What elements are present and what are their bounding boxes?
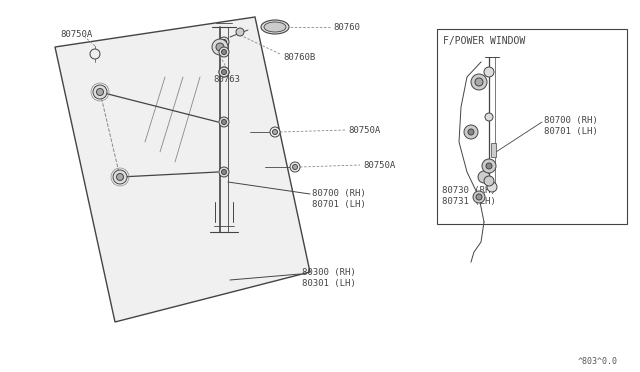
Circle shape [486,163,492,169]
Ellipse shape [264,22,286,32]
Ellipse shape [261,20,289,34]
Text: 80730 (RH)
80731 (LH): 80730 (RH) 80731 (LH) [442,186,496,206]
Text: 80763: 80763 [213,74,240,83]
Text: 80760: 80760 [333,22,360,32]
Circle shape [292,164,298,170]
Circle shape [219,47,229,57]
Circle shape [116,173,124,180]
Circle shape [473,191,485,203]
Circle shape [219,67,229,77]
Circle shape [476,194,482,200]
Circle shape [221,170,227,174]
Circle shape [482,159,496,173]
Text: 80750A: 80750A [60,29,92,38]
Circle shape [478,171,490,183]
Circle shape [221,49,227,55]
Text: 80750A: 80750A [348,125,380,135]
Circle shape [113,170,127,184]
Circle shape [221,119,227,125]
Circle shape [221,70,227,74]
Circle shape [487,182,497,192]
Text: 80300 (RH)
80301 (LH): 80300 (RH) 80301 (LH) [302,268,356,288]
Circle shape [464,125,478,139]
Text: F/POWER WINDOW: F/POWER WINDOW [443,36,525,46]
Circle shape [290,162,300,172]
Bar [491,143,496,157]
Text: ^803^0.0: ^803^0.0 [578,357,618,366]
Polygon shape [55,17,310,322]
Circle shape [468,129,474,135]
Circle shape [221,39,227,45]
Circle shape [484,176,494,186]
Circle shape [219,37,229,47]
Circle shape [273,129,278,135]
Circle shape [219,167,229,177]
Circle shape [97,89,104,96]
Circle shape [475,78,483,86]
Circle shape [93,85,107,99]
Circle shape [90,49,100,59]
Circle shape [219,117,229,127]
Text: 80760B: 80760B [283,52,316,61]
Circle shape [236,28,244,36]
Circle shape [219,67,229,77]
Text: 80750A: 80750A [363,160,396,170]
Bar [437,29,627,224]
Text: 80700 (RH)
80701 (LH): 80700 (RH) 80701 (LH) [544,116,598,136]
Circle shape [212,39,228,55]
Circle shape [221,70,227,74]
Text: 80700 (RH)
80701 (LH): 80700 (RH) 80701 (LH) [312,189,365,209]
Circle shape [485,113,493,121]
Circle shape [471,74,487,90]
Circle shape [484,67,494,77]
Circle shape [270,127,280,137]
Circle shape [216,43,224,51]
